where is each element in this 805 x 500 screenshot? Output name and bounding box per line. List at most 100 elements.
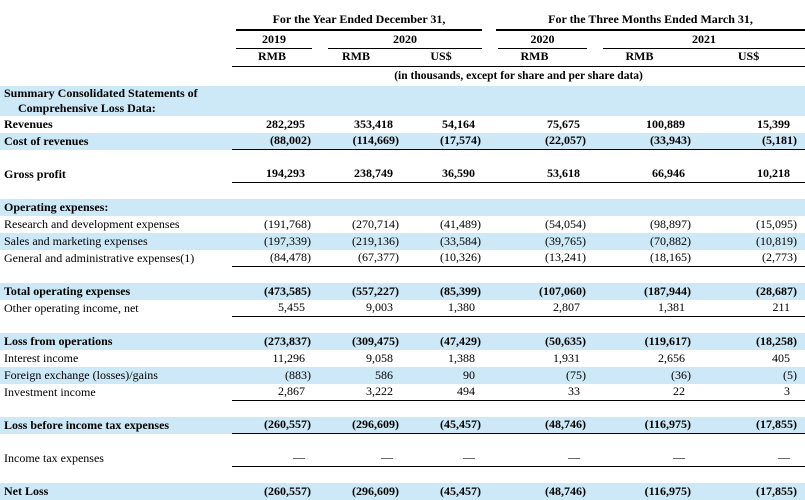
value-cell: (18,258) [756, 333, 798, 348]
value-cell: (309,475) [352, 333, 399, 348]
value-cell: 15,399 [757, 116, 791, 131]
value-cell: (270,714) [352, 216, 399, 231]
value-cell: 54,164 [442, 116, 476, 131]
units-note-row: (in thousands, except for share and per … [0, 67, 805, 86]
value-cell: 9,058 [366, 350, 393, 365]
value-cell: (41,489) [440, 216, 482, 231]
row-label: Income tax expenses [4, 450, 104, 465]
table-row: Interest income 11,296 9,058 1,388 1,931 2,65… [0, 350, 805, 367]
spacer-cell [0, 467, 805, 483]
label-column-spacer [0, 31, 232, 49]
currency-header: RMB [312, 49, 400, 67]
value-cell: 282,295 [266, 116, 305, 131]
value-cell: — [587, 449, 693, 467]
table-row: Foreign exchange (losses)/gains (883) 586 9… [0, 366, 805, 384]
currency-header: RMB [587, 49, 693, 67]
value-cell: — [232, 449, 312, 467]
spacer-cell [0, 183, 805, 199]
value-cell: (13,241) [482, 249, 588, 267]
value-cell: — [692, 449, 805, 467]
year-ended-group: For the Year Ended December 31, [232, 0, 483, 31]
spacer-cell [0, 317, 805, 333]
value-cell: — [400, 449, 483, 467]
value-cell: (36) [671, 367, 692, 382]
value-cell: 1,931 [553, 350, 581, 365]
three-months-group: For the Three Months Ended March 31, [482, 0, 805, 31]
value-cell: (2,773) [692, 249, 805, 267]
table-row: Net Loss (260,557) (296,609) (45,457) (48,74… [0, 482, 805, 500]
table-row: Cost of revenues (88,002) (114,669) (17,574… [0, 132, 805, 150]
value-cell: (296,609) [312, 416, 400, 434]
period-group-row: For the Year Ended December 31, For the … [0, 0, 805, 31]
value-cell: 66,946 [587, 165, 693, 183]
value-cell: (17,855) [692, 416, 805, 434]
value-cell: 9,003 [312, 299, 400, 317]
value-cell: (5,181) [692, 132, 805, 150]
value-cell: (48,746) [482, 416, 588, 434]
value-cell: (45,457) [400, 416, 483, 434]
year-row: 2019 2020 2020 2021 [0, 31, 805, 49]
spacer-row [0, 434, 805, 450]
label-column-spacer [0, 0, 232, 31]
value-cell: (67,377) [312, 249, 400, 267]
value-cell: 22 [587, 383, 693, 401]
table-row: Investment income 2,867 3,222 494 33 22 3 [0, 383, 805, 401]
value-cell: (5) [783, 367, 798, 382]
value-cell: (98,897) [650, 216, 692, 231]
value-cell: (17,574) [400, 132, 483, 150]
value-cell: 353,418 [354, 116, 393, 131]
value-cell: (883) [285, 367, 311, 382]
value-cell: (557,227) [352, 283, 399, 298]
table-row: Revenues 282,295 353,418 54,164 75,675 100,88… [0, 116, 805, 133]
value-cell: (197,339) [264, 233, 311, 248]
spacer-row [0, 150, 805, 166]
spacer-row [0, 467, 805, 483]
year-2019-label: 2019 [236, 32, 312, 49]
table-body: Summary Consolidated Statements of Compre… [0, 85, 805, 500]
row-label: Total operating expenses [4, 283, 131, 298]
year-2020-label: 2020 [328, 32, 483, 49]
year-2019-header: 2019 [232, 31, 312, 49]
value-cell: 238,749 [312, 165, 400, 183]
row-label: Other operating income, net [4, 300, 139, 315]
section-header-row: Comprehensive Loss Data: [0, 100, 805, 116]
year-ended-group-label: For the Year Ended December 31, [236, 12, 483, 31]
row-label: Loss before income tax expenses [4, 417, 170, 432]
value-cell: (260,557) [232, 416, 312, 434]
value-cell: 36,590 [400, 165, 483, 183]
value-cell: 2,867 [232, 383, 312, 401]
value-cell: (473,585) [264, 283, 311, 298]
label-column-spacer [0, 49, 232, 67]
value-cell: 1,388 [448, 350, 476, 365]
value-cell: 90 [463, 367, 476, 382]
row-label: Research and development expenses [4, 216, 180, 231]
value-cell: (296,609) [352, 483, 399, 498]
table-row: Income tax expenses — — — — — — [0, 449, 805, 467]
spacer-row [0, 317, 805, 333]
value-cell: (85,399) [440, 283, 482, 298]
value-cell [232, 199, 312, 216]
units-note: (in thousands, except for share and per … [394, 69, 643, 82]
section-header-label: Comprehensive Loss Data: [18, 100, 156, 115]
value-cell: 2,656 [658, 350, 686, 365]
spacer-cell [0, 267, 805, 283]
year-2020-header: 2020 [312, 31, 483, 49]
row-label: Loss from operations [4, 333, 113, 348]
currency-header: RMB [482, 49, 588, 67]
quarter-2020-label: 2020 [498, 32, 588, 49]
value-cell: (191,768) [264, 216, 311, 231]
value-cell: 1,381 [587, 299, 693, 317]
currency-row: RMB RMB US$ RMB RMB US$ [0, 49, 805, 67]
table-row: Loss before income tax expenses (260,557)… [0, 416, 805, 434]
section-header-row: Summary Consolidated Statements of [0, 85, 805, 101]
value-cell: (273,837) [264, 333, 311, 348]
value-cell: (260,557) [264, 483, 311, 498]
row-label: Cost of revenues [4, 133, 89, 148]
value-cell: 3,222 [312, 383, 400, 401]
value-cell: 3 [692, 383, 805, 401]
section-header-label: Summary Consolidated Statements of [4, 85, 198, 100]
value-cell [482, 199, 587, 216]
value-cell: (116,975) [644, 483, 692, 498]
value-cell: (15,095) [756, 216, 798, 231]
currency-header: US$ [400, 49, 483, 67]
